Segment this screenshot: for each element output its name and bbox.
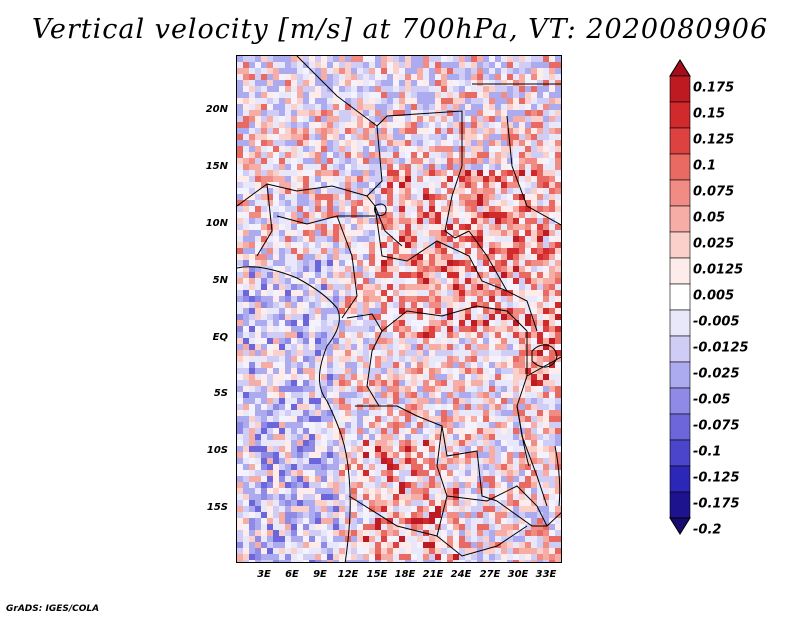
lon-label: 18E	[394, 569, 416, 580]
colorbar-label: 0.15	[693, 106, 726, 122]
colorbar-label: 0.05	[693, 210, 726, 226]
colorbar-label: 0.0125	[693, 262, 744, 278]
credit-text: GrADS: IGES/COLA	[6, 604, 100, 614]
lon-label: 24E	[450, 569, 472, 580]
border-zimbabwe	[496, 500, 561, 527]
colorbar-swatch	[669, 283, 691, 311]
colorbar-top-arrow	[669, 59, 691, 77]
colorbar-bottom-arrow	[669, 517, 691, 535]
colorbar-swatch	[669, 387, 691, 415]
lat-label: 20N	[205, 104, 228, 115]
colorbar-swatch	[669, 361, 691, 389]
border-sudan	[444, 165, 470, 239]
colorbar-swatch	[669, 127, 691, 155]
colorbar-label: 0.125	[693, 132, 735, 148]
border-nigeria	[276, 215, 375, 225]
colorbar-swatch	[669, 309, 691, 337]
border-niger	[266, 183, 368, 197]
colorbar-label: -0.125	[693, 470, 740, 486]
colorbar-swatch	[669, 413, 691, 441]
colorbar-swatch	[669, 205, 691, 233]
lon-label: 3E	[257, 569, 271, 580]
colorbar-label: -0.025	[693, 366, 740, 382]
border-cameroon	[336, 215, 358, 319]
border-angola	[355, 405, 498, 502]
colorbar-swatch	[669, 465, 691, 493]
lon-label: 15E	[366, 569, 388, 580]
lon-label: 21E	[422, 569, 444, 580]
lon-label: 6E	[285, 569, 299, 580]
velocity-field	[237, 56, 561, 562]
colorbar-label: -0.175	[693, 496, 740, 512]
colorbar	[669, 59, 691, 535]
colorbar-label: 0.005	[693, 288, 735, 304]
colorbar-label: -0.005	[693, 314, 740, 330]
lake-chad	[374, 203, 387, 217]
lat-label: 10N	[205, 218, 228, 229]
lat-label: 5N	[212, 275, 228, 286]
colorbar-label: 0.1	[693, 158, 717, 174]
border-congo	[346, 313, 383, 407]
colorbar-swatch	[669, 257, 691, 285]
lon-label: 27E	[479, 569, 501, 580]
lake-malawi	[554, 445, 561, 507]
border-ethiopia	[506, 115, 561, 226]
lake-tanganyika	[516, 405, 530, 467]
lake-victoria	[531, 344, 558, 368]
lat-label: 10S	[206, 445, 228, 456]
border-botswana	[436, 525, 528, 557]
border-car	[374, 205, 508, 292]
lat-label: 5S	[213, 388, 228, 399]
border-drc-north	[381, 305, 528, 332]
colorbar-label: 0.075	[693, 184, 735, 200]
lon-label: 33E	[535, 569, 557, 580]
map-title: Vertical velocity [m/s] at 700hPa, VT: 2…	[31, 14, 769, 45]
lon-label: 9E	[313, 569, 327, 580]
velocity-shading	[237, 56, 561, 562]
lon-label: 12E	[337, 569, 359, 580]
colorbar-swatch	[669, 75, 691, 103]
border-namibia	[348, 495, 448, 537]
colorbar-swatch	[669, 101, 691, 129]
colorbar-label: -0.05	[693, 392, 731, 408]
lat-label: 15N	[205, 161, 228, 172]
coastline	[237, 266, 351, 562]
lat-label: EQ	[212, 332, 228, 343]
border-west	[237, 183, 273, 257]
colorbar-label: 0.175	[693, 80, 735, 96]
velocity-map[interactable]	[236, 55, 562, 563]
lon-label: 30E	[507, 569, 529, 580]
colorbar-swatch	[669, 153, 691, 181]
colorbar-label: -0.2	[693, 522, 722, 538]
colorbar-swatch	[669, 439, 691, 467]
colorbar-swatch	[669, 335, 691, 363]
country-borders	[237, 56, 561, 562]
border-chad	[366, 125, 403, 247]
border-north	[296, 56, 463, 166]
colorbar-label: -0.075	[693, 418, 740, 434]
border-tanzania	[526, 356, 561, 377]
colorbar-swatch	[669, 231, 691, 259]
border-south-sudan	[468, 230, 538, 332]
colorbar-swatch	[669, 491, 691, 519]
lat-label: 15S	[206, 502, 228, 513]
colorbar-swatch	[669, 179, 691, 207]
colorbar-label: -0.0125	[693, 340, 749, 356]
border-zambia	[436, 425, 548, 527]
colorbar-label: 0.025	[693, 236, 735, 252]
colorbar-label: -0.1	[693, 444, 722, 460]
